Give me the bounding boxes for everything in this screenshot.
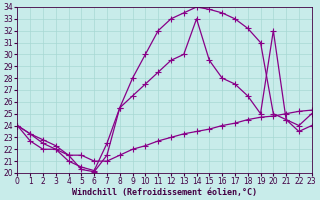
- X-axis label: Windchill (Refroidissement éolien,°C): Windchill (Refroidissement éolien,°C): [72, 188, 257, 197]
